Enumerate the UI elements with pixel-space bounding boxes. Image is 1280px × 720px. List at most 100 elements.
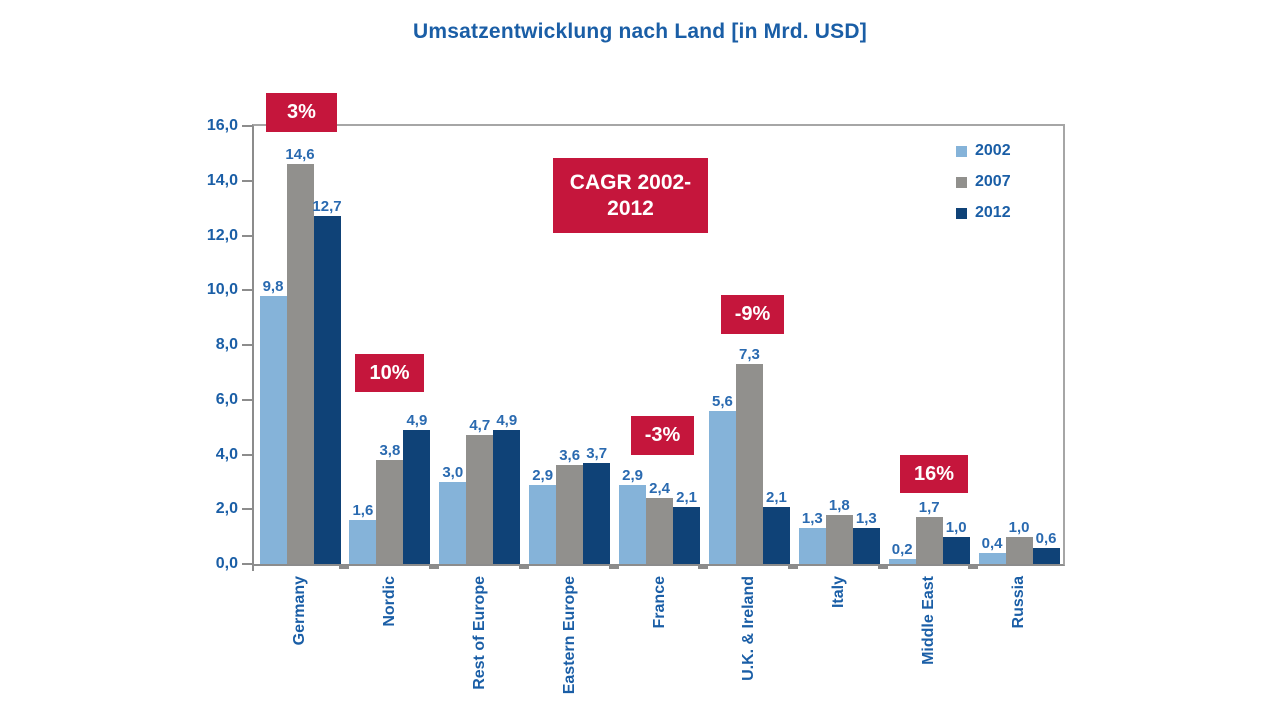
x-tick-mark (968, 566, 979, 569)
category-label-rest-of-europe: Rest of Europe (470, 576, 488, 690)
legend: 2002 2007 2012 (956, 142, 1011, 222)
x-tick-mark (428, 566, 439, 569)
y-tick-mark (242, 453, 252, 456)
legend-item-2012: 2012 (956, 204, 1011, 222)
legend-item-2002: 2002 (956, 142, 1011, 160)
y-tick-mark (242, 563, 252, 565)
value-label-2002-france: 2,9 (622, 466, 643, 484)
bar-2012-rest-of-europe (493, 429, 521, 564)
category-label-nordic: Nordic (380, 576, 398, 627)
value-label-2007-nordic: 3,8 (379, 441, 401, 459)
y-tick-label: 10,0 (206, 281, 238, 299)
bar-2007-nordic (376, 459, 404, 564)
y-tick-label: 8,0 (215, 336, 238, 353)
y-tick-label: 2,0 (215, 500, 238, 518)
bar-2002-nordic (349, 520, 377, 564)
value-label-2007-u-k-ireland: 7,3 (739, 346, 760, 364)
value-label-2002-germany: 9,8 (262, 277, 284, 295)
x-tick-mark (698, 566, 709, 569)
y-tick-mark (242, 398, 252, 401)
category-label-eastern-europe: Eastern Europe (560, 576, 578, 695)
y-tick-mark (242, 508, 252, 511)
cagr-badge-germany: 3% (266, 93, 337, 132)
bar-2012-russia (1032, 547, 1060, 564)
bar-2012-france (673, 506, 701, 564)
value-label-2012-rest-of-europe: 4,9 (496, 411, 518, 429)
y-tick-mark (242, 289, 252, 292)
bar-2002-rest-of-europe (439, 481, 467, 564)
x-tick-mark (518, 566, 529, 569)
value-label-2012-germany: 12,7 (312, 198, 342, 216)
value-label-2002-rest-of-europe: 3,0 (442, 463, 464, 481)
bar-2012-germany (313, 216, 341, 564)
cagr-title-line: 2012 (607, 196, 654, 220)
category-label-germany: Germany (291, 576, 308, 646)
bar-2002-middle-east (888, 558, 916, 564)
bar-2007-france (646, 498, 674, 564)
legend-swatch-2012 (956, 207, 967, 219)
bar-2007-russia (1005, 536, 1033, 564)
y-tick-label: 16,0 (206, 117, 238, 134)
value-label-2012-russia: 0,6 (1035, 529, 1057, 547)
bar-2002-eastern-europe (529, 484, 557, 564)
bar-2007-rest-of-europe (466, 435, 494, 564)
x-tick-mark (338, 566, 349, 569)
bar-2002-france (619, 484, 647, 564)
category-label-russia: Russia (1010, 576, 1028, 629)
y-tick-label: 6,0 (215, 390, 238, 408)
bar-2012-eastern-europe (583, 462, 611, 564)
y-tick-label: 0,0 (215, 555, 238, 572)
x-tick-mark (788, 566, 799, 569)
x-tick-mark (608, 566, 619, 569)
value-label-2007-rest-of-europe: 4,7 (469, 417, 491, 435)
bar-2007-germany (286, 164, 314, 564)
value-label-2007-germany: 14,6 (285, 146, 315, 164)
bar-2012-nordic (403, 429, 431, 564)
value-label-2012-middle-east: 1,0 (945, 518, 967, 536)
value-label-2012-u-k-ireland: 2,1 (766, 488, 787, 506)
cagr-title-box: CAGR 2002- 2012 (553, 158, 708, 233)
value-label-2012-italy: 1,3 (855, 510, 877, 528)
legend-label-2002: 2002 (975, 142, 1011, 159)
legend-swatch-2002 (956, 145, 967, 157)
cagr-badge-u-k-ireland: -9% (721, 295, 784, 334)
y-tick-mark (242, 179, 252, 182)
category-label-italy: Italy (830, 576, 848, 609)
value-label-2007-middle-east: 1,7 (918, 499, 940, 517)
value-label-2012-eastern-europe: 3,7 (586, 444, 608, 462)
category-label-france: France (650, 576, 668, 629)
value-label-2002-eastern-europe: 2,9 (532, 466, 554, 484)
value-label-2002-middle-east: 0,2 (891, 540, 913, 558)
value-label-2012-nordic: 4,9 (406, 411, 428, 429)
value-label-2007-russia: 1,0 (1008, 518, 1030, 536)
legend-label-2012: 2012 (975, 204, 1011, 221)
bar-2012-u-k-ireland (762, 506, 790, 564)
value-label-2007-eastern-europe: 3,6 (559, 447, 581, 465)
bar-2007-eastern-europe (556, 465, 584, 564)
value-label-2002-nordic: 1,6 (352, 502, 374, 520)
cagr-badge-middle-east: 16% (900, 455, 968, 493)
cagr-badge-nordic: 10% (355, 354, 424, 392)
bar-2002-italy (798, 528, 826, 564)
y-tick-mark (242, 234, 252, 237)
category-label-middle-east: Middle East (920, 576, 938, 665)
category-label-u-k-ireland: U.K. & Ireland (740, 576, 758, 681)
legend-swatch-2007 (956, 176, 967, 188)
cagr-badge-france: -3% (631, 416, 694, 455)
bar-2002-russia (978, 553, 1006, 564)
value-label-2002-italy: 1,3 (801, 510, 823, 528)
y-tick-mark (242, 125, 252, 127)
bar-2007-middle-east (915, 517, 943, 564)
y-tick-label: 4,0 (215, 445, 238, 463)
bar-2007-u-k-ireland (735, 364, 763, 564)
legend-item-2007: 2007 (956, 173, 1011, 191)
chart-title: Umsatzentwicklung nach Land [in Mrd. USD… (413, 20, 867, 43)
bar-2012-italy (852, 528, 880, 564)
y-tick-label: 14,0 (206, 171, 238, 189)
bar-2012-middle-east (942, 536, 970, 564)
y-tick-mark (242, 344, 252, 346)
value-label-2002-u-k-ireland: 5,6 (712, 392, 733, 410)
value-label-2007-italy: 1,8 (828, 496, 850, 514)
bar-2002-u-k-ireland (708, 410, 736, 564)
